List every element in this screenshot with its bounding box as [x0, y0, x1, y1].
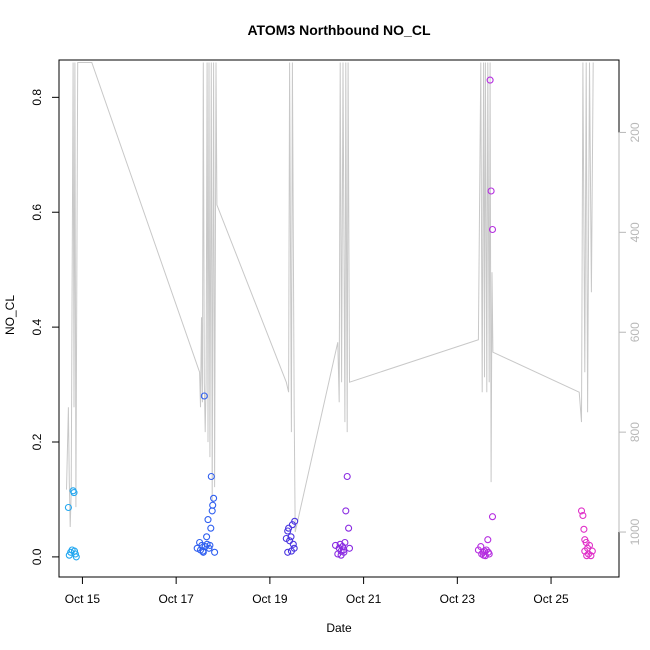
right-y-axis: 200 400 600 800 1000 [618, 122, 642, 545]
x-tick-label: Oct 19 [252, 592, 288, 606]
data-point [588, 547, 596, 555]
data-point [343, 472, 351, 481]
data-point [285, 524, 293, 532]
right-tick-label: 600 [628, 322, 642, 342]
data-point [585, 541, 594, 549]
data-point [345, 524, 353, 532]
data-point [70, 547, 79, 555]
data-point [203, 540, 211, 548]
data-point [64, 503, 72, 512]
y-axis-label: NO_CL [3, 295, 17, 335]
data-point [207, 472, 215, 481]
data-point [70, 489, 78, 497]
x-axis: Oct 15 Oct 17 Oct 19 Oct 21 Oct 23 Oct 25 [65, 576, 569, 606]
y-axis: 0.0 0.2 0.4 0.6 0.8 [30, 89, 60, 565]
x-tick-label: Oct 25 [533, 592, 569, 606]
y-tick-label: 0.0 [30, 548, 44, 565]
points-layer [64, 76, 596, 561]
data-point [207, 524, 215, 532]
altitude-series-line [66, 62, 594, 533]
data-point [488, 225, 497, 234]
data-point [581, 547, 589, 555]
data-point [284, 548, 292, 556]
data-point [65, 551, 73, 559]
y-tick-label: 0.2 [30, 433, 44, 450]
right-tick-label: 1000 [628, 518, 642, 545]
data-point [210, 494, 218, 502]
data-point [577, 507, 586, 515]
x-axis-label: Date [326, 621, 352, 635]
data-point [205, 544, 213, 552]
data-point [336, 540, 344, 548]
data-point [203, 533, 211, 541]
data-point [291, 517, 299, 525]
data-point [484, 536, 492, 544]
right-tick-label: 400 [628, 222, 642, 242]
x-tick-label: Oct 23 [440, 592, 476, 606]
x-tick-label: Oct 17 [158, 592, 194, 606]
right-tick-label: 800 [628, 422, 642, 442]
data-point [289, 540, 297, 548]
data-point [211, 548, 219, 556]
data-point [480, 551, 488, 559]
data-point [345, 544, 354, 552]
data-point [204, 516, 212, 524]
y-tick-label: 0.6 [30, 204, 44, 221]
chart-title: ATOM3 Northbound NO_CL [247, 22, 430, 38]
y-tick-label: 0.4 [30, 318, 44, 335]
data-point [199, 547, 207, 555]
data-point [579, 511, 587, 520]
y-tick-label: 0.8 [30, 89, 44, 106]
data-point [209, 501, 217, 509]
data-point [580, 525, 588, 533]
altitude-line-layer [66, 62, 594, 533]
data-point [486, 76, 494, 84]
data-point [488, 513, 497, 521]
data-point [587, 552, 595, 560]
x-tick-label: Oct 15 [65, 592, 101, 606]
x-tick-label: Oct 21 [346, 592, 382, 606]
data-point [200, 392, 208, 400]
data-point [208, 507, 216, 515]
data-point [286, 537, 294, 545]
data-point [287, 533, 295, 541]
data-point [342, 507, 350, 515]
data-point [487, 187, 495, 195]
data-point [341, 538, 349, 547]
data-point [339, 546, 348, 554]
data-point [583, 552, 591, 560]
data-point [290, 544, 298, 552]
right-tick-label: 200 [628, 122, 642, 142]
